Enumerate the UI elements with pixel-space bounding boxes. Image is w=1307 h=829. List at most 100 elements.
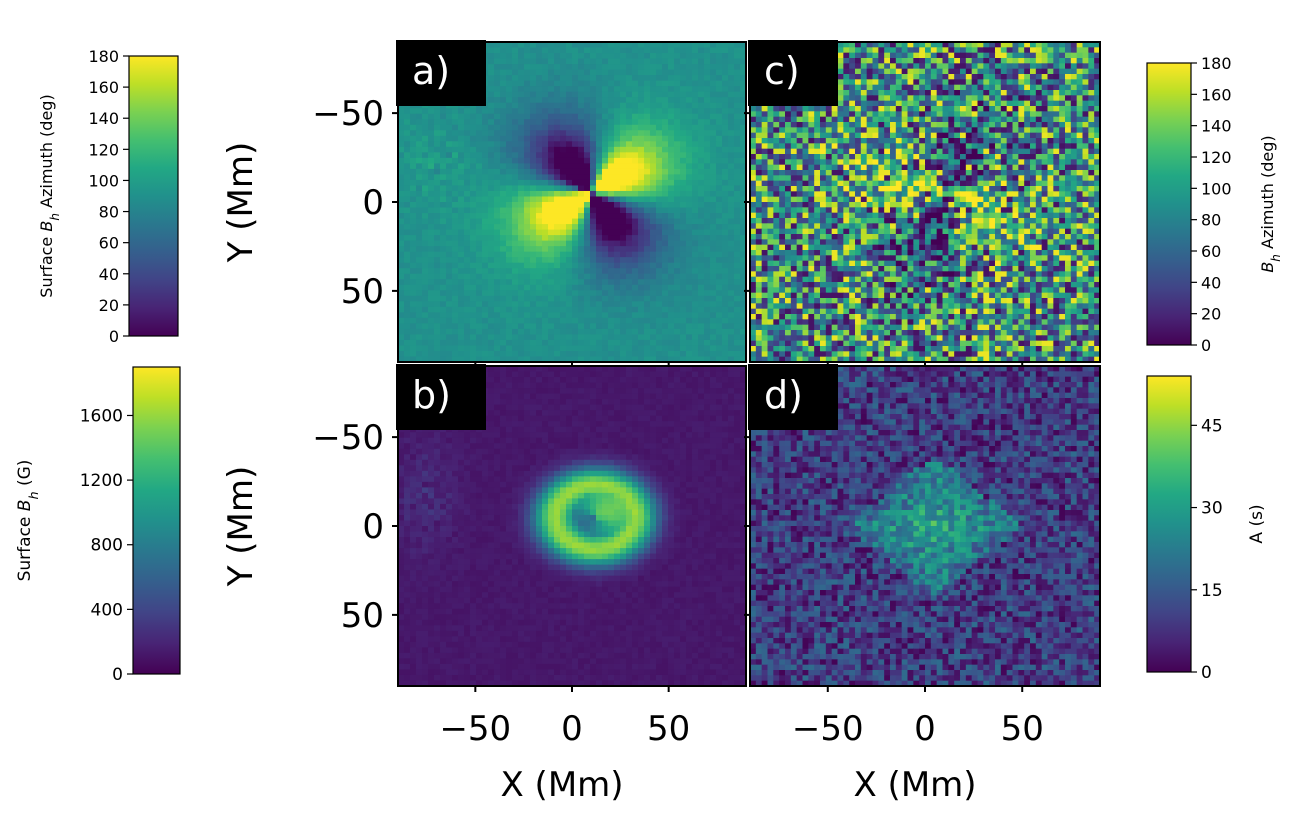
heatmap-cell [734, 202, 741, 209]
heatmap-cell [710, 190, 717, 198]
heatmap-cell [638, 448, 645, 455]
heatmap-cell [548, 399, 555, 406]
heatmap-cell [488, 503, 495, 511]
heatmap-cell [524, 498, 531, 505]
heatmap-cell [416, 124, 423, 131]
heatmap-cell [566, 185, 573, 192]
heatmap-cell [476, 273, 483, 280]
heatmap-cell [626, 306, 633, 313]
heatmap-cell [572, 157, 579, 164]
heatmap-cell [608, 163, 615, 170]
heatmap-cell [698, 366, 705, 373]
heatmap-cell [722, 163, 729, 170]
heatmap-cell [518, 174, 525, 181]
heatmap-cell [596, 124, 603, 131]
heatmap-cell [728, 399, 735, 406]
heatmap-cell [452, 284, 459, 291]
heatmap-cell [716, 168, 723, 176]
heatmap-cell [572, 382, 579, 389]
heatmap-cell [470, 273, 477, 280]
heatmap-cell [518, 58, 525, 65]
heatmap-cell [476, 124, 483, 131]
heatmap-cell [692, 86, 699, 93]
heatmap-cell [734, 251, 741, 258]
heatmap-cell [488, 284, 495, 291]
heatmap-cell [656, 240, 663, 247]
heatmap-cell [428, 240, 435, 247]
heatmap-cell [668, 432, 675, 439]
heatmap-cell [608, 268, 615, 275]
heatmap-cell [458, 130, 465, 137]
heatmap-cell [404, 273, 411, 280]
heatmap-cell [722, 404, 729, 411]
heatmap-cell [398, 168, 405, 176]
heatmap-cell [566, 86, 573, 93]
heatmap-cell [608, 246, 615, 253]
heatmap-cell [710, 168, 717, 176]
heatmap-cell [584, 339, 591, 347]
heatmap-cell [566, 135, 573, 142]
heatmap-cell [716, 388, 723, 395]
heatmap-cell [638, 279, 645, 286]
heatmap-cell [500, 141, 507, 148]
heatmap-cell [560, 213, 567, 220]
heatmap-cell [704, 168, 711, 176]
heatmap-cell [548, 64, 555, 71]
heatmap-cell [680, 69, 687, 76]
heatmap-cell [674, 108, 681, 115]
heatmap-cell [446, 448, 453, 455]
heatmap-cell [506, 235, 513, 242]
heatmap-cell [464, 290, 471, 297]
heatmap-cell [734, 119, 741, 126]
heatmap-cell [452, 350, 459, 358]
heatmap-cell [398, 240, 405, 247]
heatmap-cell [578, 47, 585, 54]
heatmap-cell [662, 410, 669, 417]
heatmap-cell [596, 168, 603, 176]
heatmap-cell [578, 163, 585, 170]
heatmap-cell [452, 356, 459, 363]
heatmap-cell [686, 185, 693, 192]
heatmap-cell [710, 235, 717, 242]
heatmap-cell [566, 218, 573, 225]
heatmap-cell [446, 339, 453, 347]
heatmap-cell [434, 476, 441, 483]
heatmap-cell [452, 498, 459, 505]
heatmap-cell [494, 58, 501, 65]
heatmap-cell [668, 157, 675, 164]
heatmap-cell [494, 339, 501, 347]
heatmap-cell [470, 509, 477, 516]
heatmap-cell [440, 124, 447, 131]
heatmap-cell [452, 251, 459, 258]
heatmap-cell [620, 179, 627, 187]
heatmap-cell [584, 113, 591, 120]
heatmap-cell [728, 141, 735, 148]
heatmap-cell [572, 443, 579, 450]
heatmap-cell [422, 146, 429, 153]
heatmap-cell [734, 213, 741, 220]
heatmap-cell [488, 492, 495, 500]
heatmap-cell [404, 196, 411, 203]
heatmap-cell [578, 207, 585, 214]
heatmap-cell [590, 196, 597, 203]
heatmap-cell [608, 229, 615, 236]
heatmap-cell [728, 476, 735, 483]
heatmap-cell [512, 334, 519, 341]
heatmap-cell [518, 273, 525, 280]
heatmap-cell [728, 130, 735, 137]
heatmap-cell [554, 470, 561, 477]
heatmap-cell [578, 240, 585, 247]
heatmap-cell [458, 179, 465, 187]
heatmap-cell [674, 437, 681, 444]
heatmap-cell [578, 454, 585, 461]
heatmap-cell [596, 345, 603, 352]
heatmap-cell [692, 366, 699, 373]
heatmap-cell [632, 498, 639, 505]
heatmap-cell [524, 202, 531, 209]
heatmap-cell [404, 229, 411, 236]
heatmap-cell [422, 268, 429, 275]
heatmap-cell [662, 119, 669, 126]
heatmap-cell [644, 345, 651, 352]
heatmap-cell [734, 339, 741, 347]
heatmap-cell [512, 503, 519, 511]
